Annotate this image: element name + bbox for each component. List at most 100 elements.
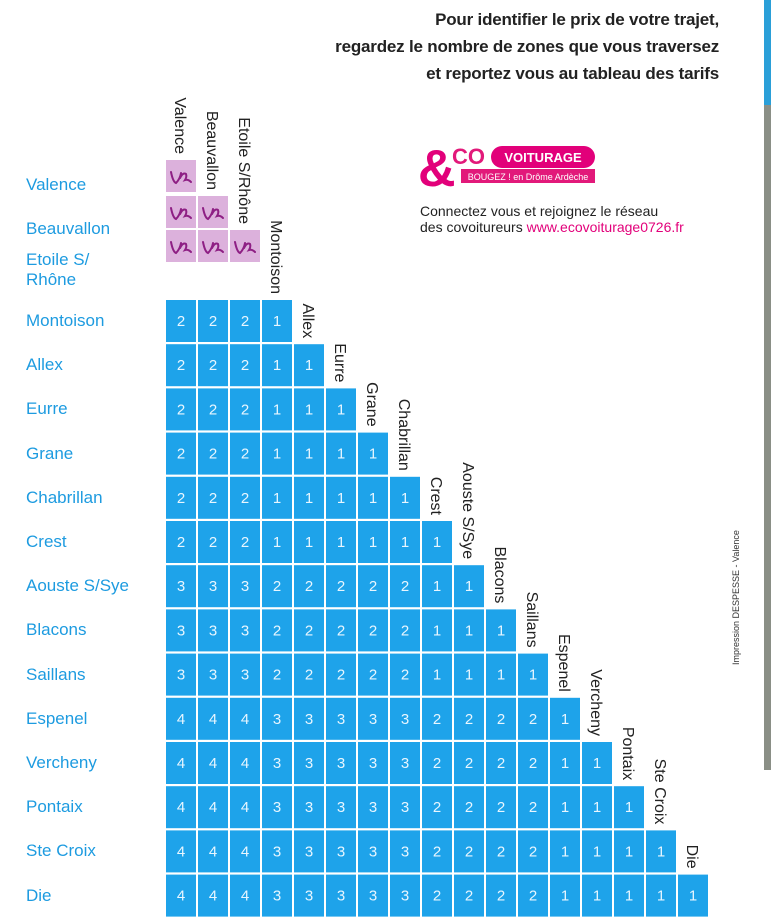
zone-cell (198, 476, 228, 519)
column-label: Allex (299, 304, 316, 339)
zone-count: 3 (177, 578, 185, 595)
zone-cell (550, 874, 580, 917)
zone-cell (454, 786, 484, 829)
zone-count: 3 (209, 622, 217, 639)
zone-cell (518, 786, 548, 829)
logo-pill (491, 146, 595, 168)
zone-cell (230, 609, 260, 652)
zone-cell (294, 565, 324, 608)
zone-cell (198, 830, 228, 873)
zone-cell (550, 830, 580, 873)
zone-count: 3 (241, 622, 249, 639)
row-label: Valence (26, 175, 87, 194)
zone-cell (390, 653, 420, 696)
zone-cell (422, 830, 452, 873)
zone-count: 3 (273, 843, 281, 860)
zone-count: 1 (593, 843, 601, 860)
row-label: Beauvallon (26, 219, 111, 238)
zone-cell (262, 697, 292, 740)
zone-cell (262, 874, 292, 917)
zone-count: 2 (273, 622, 281, 639)
zone-cell (198, 697, 228, 740)
connect-text: Connectez vous et rejoignez le réseau de… (420, 203, 684, 235)
zone-count: 1 (465, 667, 473, 684)
zone-count: 1 (337, 490, 345, 507)
zone-cell (422, 874, 452, 917)
row-label: Montoison (26, 311, 105, 330)
zone-cell (294, 609, 324, 652)
zone-count: 3 (369, 888, 377, 905)
zone-cell (326, 476, 356, 519)
zone-cell (262, 300, 292, 342)
zone-count: 2 (433, 755, 441, 772)
zone-cell (486, 874, 516, 917)
zone-cell (262, 565, 292, 608)
zone-count: 1 (433, 534, 441, 551)
zone-count: 1 (305, 357, 313, 374)
zone-cell (198, 432, 228, 475)
zone-count: 1 (625, 888, 633, 905)
zone-count: 4 (241, 799, 249, 816)
zone-cell (166, 786, 196, 829)
zone-cell (390, 609, 420, 652)
zone-cell (454, 874, 484, 917)
zone-count: 3 (209, 667, 217, 684)
zone-cell (294, 388, 324, 431)
print-credit: Impression DESPESSE - Valence (731, 530, 741, 665)
zone-cell (294, 830, 324, 873)
zone-count: 1 (369, 534, 377, 551)
zone-count: 2 (401, 578, 409, 595)
zone-count: 4 (241, 843, 249, 860)
zone-cell (358, 830, 388, 873)
zone-cell (166, 565, 196, 608)
logo-voiturage: VOITURAGE (504, 150, 582, 165)
zone-cell (262, 830, 292, 873)
zone-count: 1 (337, 446, 345, 463)
zone-count: 4 (209, 888, 217, 905)
zone-count: 2 (369, 578, 377, 595)
urban-icon (170, 241, 192, 255)
zone-count: 2 (529, 711, 537, 728)
zone-count: 4 (177, 799, 185, 816)
zone-count: 2 (209, 313, 217, 330)
zone-count: 3 (273, 755, 281, 772)
zone-cell (422, 653, 452, 696)
zone-cell (422, 697, 452, 740)
zone-count: 3 (369, 755, 377, 772)
zone-cell (166, 344, 196, 387)
zone-cell (486, 653, 516, 696)
zone-count: 2 (177, 357, 185, 374)
zone-cell (454, 609, 484, 652)
column-label: Etoile S/Rhône (235, 117, 252, 224)
zone-cell (166, 742, 196, 784)
zone-cell (358, 565, 388, 608)
zone-count: 2 (241, 357, 249, 374)
zone-cell (166, 388, 196, 431)
zone-count: 1 (305, 490, 313, 507)
zone-cell (646, 830, 676, 873)
zone-cell (518, 653, 548, 696)
zone-cell (198, 565, 228, 608)
zone-count: 3 (401, 799, 409, 816)
zone-count: 2 (529, 843, 537, 860)
row-label: Ste Croix (26, 841, 96, 861)
row-label: Die (26, 885, 52, 905)
zone-cell (518, 830, 548, 873)
zone-count: 1 (273, 313, 281, 330)
zone-cell (166, 432, 196, 475)
zone-cell (326, 697, 356, 740)
zone-count: 3 (273, 888, 281, 905)
zone-count: 1 (273, 357, 281, 374)
zone-count: 3 (337, 888, 345, 905)
connect-line: Connectez vous et rejoignez le réseau (420, 203, 659, 219)
zone-count: 1 (273, 534, 281, 551)
zone-count: 1 (305, 401, 313, 418)
zone-count: 1 (305, 534, 313, 551)
zone-cell (390, 565, 420, 608)
zone-cell (326, 830, 356, 873)
zone-count: 2 (273, 578, 281, 595)
zone-count: 2 (305, 667, 313, 684)
zone-count: 1 (625, 799, 633, 816)
zone-count: 2 (497, 843, 505, 860)
